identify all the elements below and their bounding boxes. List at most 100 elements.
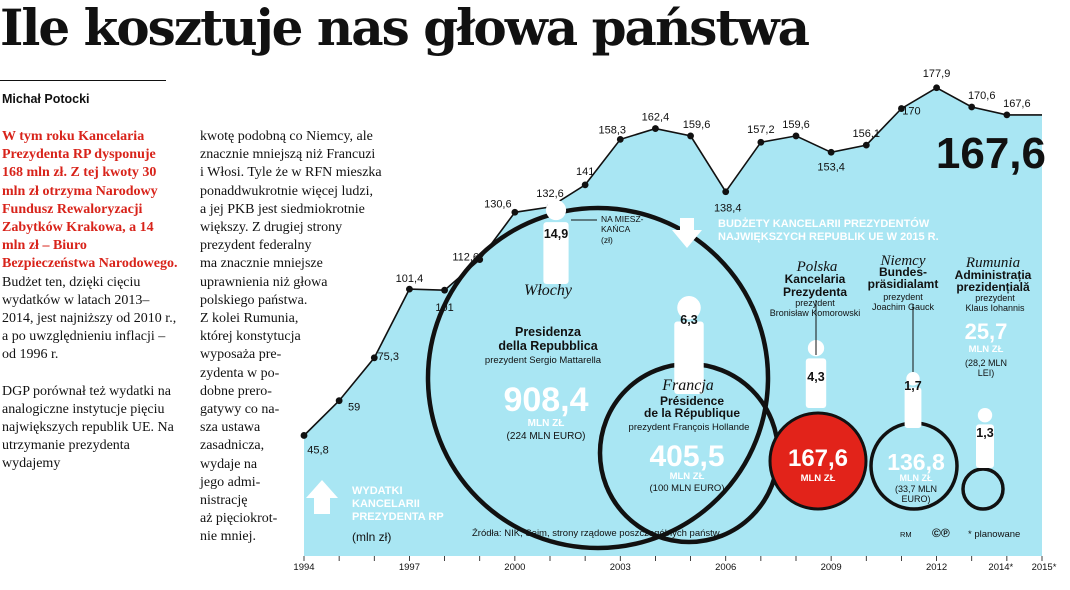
office-name: Présidence: [660, 394, 724, 408]
data-label: 101: [435, 302, 453, 314]
data-point: [335, 397, 343, 405]
budget-unit: MLN ZŁ: [670, 471, 705, 482]
head-of-state: prezydent: [975, 293, 1015, 303]
data-label: 75,3: [378, 351, 399, 363]
figure-romania-body: [976, 424, 994, 468]
data-label: 170: [902, 106, 920, 118]
data-label: 156,1: [853, 128, 881, 140]
data-label: 170,6: [968, 90, 996, 102]
credit: RM: [900, 530, 912, 539]
data-point: [370, 354, 378, 362]
data-label: 159,6: [782, 119, 810, 131]
office-name: Kancelaria: [785, 272, 846, 286]
lead-paragraph: W tym roku Kancelaria Prezydenta RP dysp…: [2, 129, 178, 272]
text-column-2-line: której konstytucja: [200, 329, 301, 345]
office-name: della Repubblica: [498, 339, 598, 353]
figure-poland-body: [805, 358, 827, 408]
down-arrow-icon: [672, 218, 702, 248]
text-column-2-line: polskiego państwa.: [200, 292, 308, 308]
text-column-2-line: prezydent federalny: [200, 238, 312, 254]
per-capita-label: (zł): [601, 235, 613, 245]
series-line: [303, 86, 1042, 437]
text-column-2-line: i Włosi. Tyle że w RFN mieszka: [200, 165, 382, 181]
author: Michał Potocki: [2, 92, 90, 106]
data-point: [898, 105, 905, 112]
text-column-2-line: wyposaża pre-: [200, 347, 282, 363]
data-label: 112,6: [452, 252, 479, 264]
per-capita-value: 14,9: [544, 227, 568, 241]
text-column-2-line: dobne prero-: [200, 383, 272, 399]
data-point: [722, 188, 730, 196]
text-column-2-line: zasadnicza,: [200, 438, 265, 454]
budget-unit: MLN ZŁ: [528, 418, 565, 429]
text-column-2-line: ponaddwukrotnie więcej ludzi,: [200, 183, 374, 199]
figure-romania: [976, 408, 994, 468]
text-column-2-line: zydenta w po-: [200, 365, 280, 381]
data-point: [406, 285, 413, 293]
source-note: Źródła: NIK, Sejm, strony rządowe poszcz…: [472, 528, 720, 539]
body-paragraph-1: Budżet ten, dzięki cięciu wydatków w lat…: [2, 274, 177, 363]
data-point: [652, 125, 659, 132]
text-column-2-line: uprawnienia niż głowa: [200, 274, 328, 290]
budget-note: EURO): [902, 494, 931, 504]
figure-france: [674, 296, 704, 394]
office-name: prezidențială: [956, 280, 1030, 294]
figure-romania-head: [977, 408, 993, 423]
data-point: [933, 84, 940, 92]
budget-note: LEI): [978, 368, 995, 378]
budget-unit: MLN ZŁ: [801, 473, 836, 484]
head-of-state: Klaus Iohannis: [965, 303, 1025, 313]
budget-note: (33,7 MLN: [895, 484, 937, 494]
per-capita-value: 4,3: [807, 370, 824, 384]
data-label: 177,9: [923, 68, 951, 80]
data-point: [757, 138, 765, 146]
data-point: [616, 135, 624, 143]
text-column-2-line: aż pięciokrot-: [200, 511, 278, 527]
text-column-1: W tym roku Kancelaria Prezydenta RP dysp…: [2, 128, 180, 474]
x-tick-label: 2003: [610, 562, 631, 573]
budget-note: (100 MLN EURO): [650, 483, 725, 494]
data-label: 157,2: [747, 124, 775, 136]
per-capita-label: NA MIESZ-: [601, 214, 644, 224]
circle-italy: [425, 205, 771, 551]
data-point: [1003, 111, 1011, 119]
budget-note: (28,2 MLN: [965, 358, 1007, 368]
text-column-2-line: kwotę podobną co Niemcy, ale: [200, 129, 373, 144]
data-point: [511, 208, 519, 216]
text-column-2: kwotę podobną co Niemcy, ale znacznie mni…: [200, 128, 386, 547]
text-column-2-line: nistrację: [200, 493, 248, 509]
comparison-title-1: BUDŻETY KANCELARII PREZYDENTÓW: [718, 217, 930, 230]
data-point: [792, 132, 800, 140]
data-point: [862, 141, 870, 149]
highlight-value: 167,6: [936, 129, 1046, 178]
data-point: [687, 132, 694, 140]
data-label: 101,4: [396, 273, 424, 285]
head-of-state: prezydent Sergio Mattarella: [485, 355, 602, 366]
data-label: 132,6: [536, 188, 564, 200]
data-point: [441, 286, 448, 294]
country-name: Rumunia: [965, 255, 1020, 271]
text-column-2-line: ma znacznie mniejsze: [200, 256, 323, 272]
office-name: Bundes-: [879, 265, 927, 279]
text-column-2-line: jego admi-: [200, 474, 261, 490]
per-capita-value: 1,3: [976, 426, 993, 440]
series-label: KANCELARII: [352, 498, 420, 510]
office-name: Administrația: [955, 268, 1032, 282]
budget-value: 136,8: [887, 449, 945, 475]
circle-romania: [961, 467, 1005, 511]
budget-unit: MLN ZŁ: [900, 473, 933, 483]
x-tick-label: 2006: [715, 562, 736, 573]
country-name: Niemcy: [880, 253, 926, 269]
text-column-2-line: Z kolei Rumunia,: [200, 311, 299, 327]
data-label: 138,4: [714, 203, 742, 215]
x-tick-label: 2014*: [988, 562, 1013, 573]
x-tick-label: 2015*: [1032, 562, 1057, 573]
headline: Ile kosztuje nas głowa państwa: [0, 0, 810, 57]
per-capita-value: 1,7: [904, 379, 921, 393]
series-label: WYDATKI: [352, 485, 403, 497]
budget-value: 908,4: [503, 381, 588, 419]
office-name: präsidialamt: [868, 277, 939, 291]
office-name: Presidenza: [515, 325, 582, 339]
data-label: 59: [348, 402, 360, 414]
